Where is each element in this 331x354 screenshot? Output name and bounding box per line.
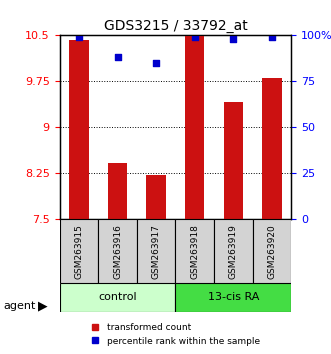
FancyBboxPatch shape [175, 283, 291, 312]
Bar [69, 40, 88, 219]
Bar [146, 175, 166, 219]
Bar [262, 78, 282, 219]
Point [192, 34, 197, 40]
Text: control: control [98, 292, 137, 302]
Point [231, 36, 236, 42]
Text: 13-cis RA: 13-cis RA [208, 292, 259, 302]
Legend: transformed count, percentile rank within the sample: transformed count, percentile rank withi… [87, 320, 264, 349]
Text: GSM263918: GSM263918 [190, 224, 199, 279]
FancyBboxPatch shape [98, 219, 137, 283]
Bar [224, 102, 243, 219]
FancyBboxPatch shape [60, 283, 175, 312]
Text: ▶: ▶ [38, 300, 48, 313]
Point [154, 60, 159, 66]
Text: GSM263915: GSM263915 [74, 224, 83, 279]
FancyBboxPatch shape [214, 219, 253, 283]
Text: agent: agent [3, 301, 36, 311]
Text: GSM263920: GSM263920 [267, 224, 276, 279]
FancyBboxPatch shape [137, 219, 175, 283]
FancyBboxPatch shape [253, 219, 291, 283]
Text: GSM263917: GSM263917 [152, 224, 161, 279]
Point [115, 55, 120, 60]
Point [269, 34, 275, 40]
Bar [185, 35, 204, 219]
Point [76, 34, 81, 40]
Title: GDS3215 / 33792_at: GDS3215 / 33792_at [104, 19, 247, 33]
Text: GSM263916: GSM263916 [113, 224, 122, 279]
Text: GSM263919: GSM263919 [229, 224, 238, 279]
FancyBboxPatch shape [60, 219, 98, 283]
FancyBboxPatch shape [175, 219, 214, 283]
Bar [108, 163, 127, 219]
